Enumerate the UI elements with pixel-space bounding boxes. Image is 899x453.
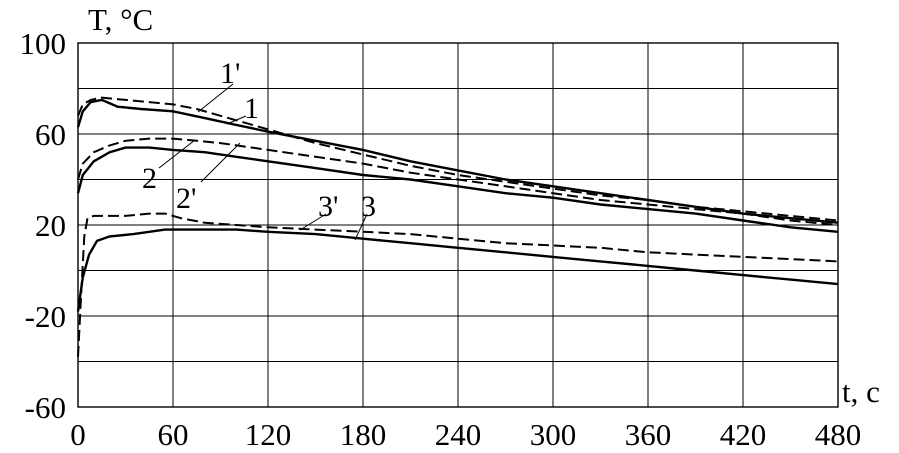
curve-label-leader (200, 142, 241, 183)
x-tick-label: 60 (158, 417, 189, 452)
x-tick-label: 300 (530, 417, 577, 452)
curve-label-leaders (158, 83, 368, 241)
x-tick-label: 420 (720, 417, 767, 452)
series-line-2 (76, 98, 839, 224)
curve-label: 1 (244, 92, 259, 125)
x-tick-label: 480 (815, 417, 862, 452)
curve-label: 3' (318, 190, 338, 223)
y-tick-label: -20 (25, 299, 66, 334)
curve-label: 2 (142, 162, 157, 195)
x-axis-label: t, c (842, 374, 880, 409)
x-tick-labels: 0 60 120 180 240 300 360 420 480 (70, 417, 861, 452)
curve-label: 2' (176, 182, 196, 215)
curve-label-leader (197, 83, 234, 113)
curve-label: 3 (361, 190, 376, 223)
curve-label: 1' (220, 57, 240, 90)
y-tick-label: -60 (25, 390, 66, 425)
curve-label-leader (354, 213, 368, 241)
x-tick-label: 240 (435, 417, 482, 452)
x-tick-label: 360 (625, 417, 672, 452)
series-line-6 (76, 228, 839, 312)
y-tick-label: 60 (35, 117, 66, 152)
y-tick-label: 20 (35, 208, 66, 243)
y-tick-label: 100 (20, 26, 67, 61)
y-tick-labels: 100 60 20 -20 -60 (20, 26, 67, 425)
series-line-4 (76, 146, 839, 233)
curve-label-leader (226, 115, 247, 125)
curve-labels: 1'1 2' 2 3' 3 (142, 57, 376, 223)
curves (76, 96, 839, 357)
x-tick-label: 0 (70, 417, 86, 452)
y-axis-label: T, °C (88, 2, 153, 37)
x-tick-label: 180 (340, 417, 387, 452)
series-line-5 (77, 212, 839, 357)
series-line-1 (77, 96, 839, 222)
grid (77, 42, 839, 408)
curve-label-leader (158, 139, 196, 169)
x-tick-label: 120 (245, 417, 292, 452)
curve-label-leader (299, 213, 327, 231)
series-line-3 (77, 137, 839, 226)
